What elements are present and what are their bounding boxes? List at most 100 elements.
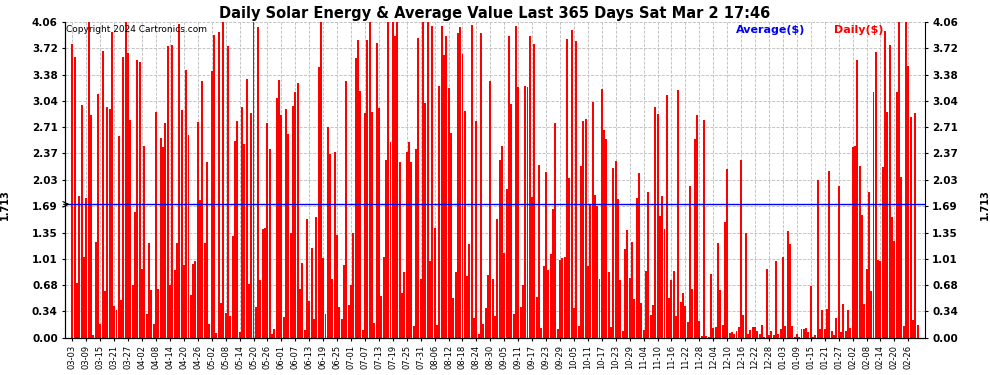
Bar bbox=[468, 244, 470, 338]
Bar bbox=[677, 90, 679, 338]
Bar bbox=[427, 22, 429, 338]
Bar bbox=[487, 275, 489, 338]
Bar bbox=[339, 307, 341, 338]
Bar bbox=[104, 291, 106, 338]
Bar bbox=[631, 243, 633, 338]
Bar bbox=[629, 278, 631, 338]
Bar bbox=[218, 32, 220, 338]
Bar bbox=[176, 243, 178, 338]
Bar bbox=[401, 292, 403, 338]
Bar bbox=[334, 152, 336, 338]
Bar bbox=[907, 66, 909, 338]
Text: Daily($): Daily($) bbox=[835, 25, 884, 35]
Bar bbox=[344, 264, 346, 338]
Bar bbox=[489, 81, 491, 338]
Bar bbox=[696, 115, 698, 338]
Bar bbox=[413, 326, 415, 338]
Bar bbox=[441, 26, 443, 338]
Bar bbox=[836, 318, 838, 338]
Bar bbox=[777, 334, 779, 338]
Bar bbox=[532, 197, 534, 338]
Bar bbox=[439, 86, 441, 338]
Bar bbox=[204, 243, 206, 338]
Bar bbox=[99, 324, 101, 338]
Bar bbox=[782, 257, 784, 338]
Bar bbox=[552, 209, 554, 338]
Bar bbox=[480, 33, 482, 338]
Bar bbox=[606, 139, 608, 338]
Bar bbox=[754, 327, 756, 338]
Bar bbox=[882, 167, 884, 338]
Text: 1.713: 1.713 bbox=[980, 189, 990, 220]
Bar bbox=[280, 115, 282, 338]
Bar bbox=[466, 276, 468, 338]
Title: Daily Solar Energy & Average Value Last 365 Days Sat Mar 2 17:46: Daily Solar Energy & Average Value Last … bbox=[220, 6, 770, 21]
Bar bbox=[213, 35, 215, 338]
Bar bbox=[638, 173, 640, 338]
Bar bbox=[266, 123, 268, 338]
Bar bbox=[515, 26, 517, 338]
Bar bbox=[580, 166, 582, 338]
Bar bbox=[478, 334, 480, 338]
Bar bbox=[886, 112, 888, 338]
Bar bbox=[241, 108, 243, 338]
Bar bbox=[311, 248, 313, 338]
Bar bbox=[139, 63, 141, 338]
Bar bbox=[371, 112, 373, 338]
Bar bbox=[399, 162, 401, 338]
Bar bbox=[661, 196, 663, 338]
Bar bbox=[893, 242, 895, 338]
Bar bbox=[315, 217, 317, 338]
Bar bbox=[541, 328, 543, 338]
Bar bbox=[299, 290, 301, 338]
Bar bbox=[473, 318, 475, 338]
Bar bbox=[634, 299, 636, 338]
Bar bbox=[429, 261, 431, 338]
Bar bbox=[856, 60, 858, 338]
Bar bbox=[849, 328, 851, 338]
Bar bbox=[715, 327, 717, 338]
Bar bbox=[510, 104, 512, 338]
Bar bbox=[561, 258, 563, 338]
Bar bbox=[687, 322, 689, 338]
Bar bbox=[622, 331, 624, 338]
Bar bbox=[536, 297, 538, 338]
Bar bbox=[322, 258, 324, 338]
Bar bbox=[851, 147, 853, 338]
Bar bbox=[594, 195, 596, 338]
Bar bbox=[166, 45, 168, 338]
Bar bbox=[543, 266, 545, 338]
Bar bbox=[758, 334, 760, 338]
Bar bbox=[290, 234, 292, 338]
Bar bbox=[903, 326, 905, 338]
Bar bbox=[113, 306, 115, 338]
Bar bbox=[875, 53, 877, 338]
Bar bbox=[308, 302, 310, 338]
Bar bbox=[420, 279, 422, 338]
Bar bbox=[264, 228, 266, 338]
Bar bbox=[95, 242, 97, 338]
Bar bbox=[708, 337, 710, 338]
Bar bbox=[106, 106, 108, 338]
Bar bbox=[889, 45, 891, 338]
Bar bbox=[613, 168, 615, 338]
Bar bbox=[879, 261, 881, 338]
Bar bbox=[520, 308, 522, 338]
Bar bbox=[227, 46, 229, 338]
Bar bbox=[220, 303, 222, 338]
Bar bbox=[211, 70, 213, 338]
Bar bbox=[826, 309, 828, 338]
Bar bbox=[787, 231, 789, 338]
Bar bbox=[599, 279, 601, 338]
Bar bbox=[775, 261, 777, 338]
Bar bbox=[808, 332, 810, 338]
Bar bbox=[796, 334, 798, 338]
Bar bbox=[259, 280, 261, 338]
Bar bbox=[132, 285, 134, 338]
Bar bbox=[332, 279, 334, 338]
Bar bbox=[78, 196, 80, 338]
Bar bbox=[443, 55, 445, 338]
Bar bbox=[418, 38, 420, 338]
Bar bbox=[789, 244, 791, 338]
Bar bbox=[190, 294, 192, 338]
